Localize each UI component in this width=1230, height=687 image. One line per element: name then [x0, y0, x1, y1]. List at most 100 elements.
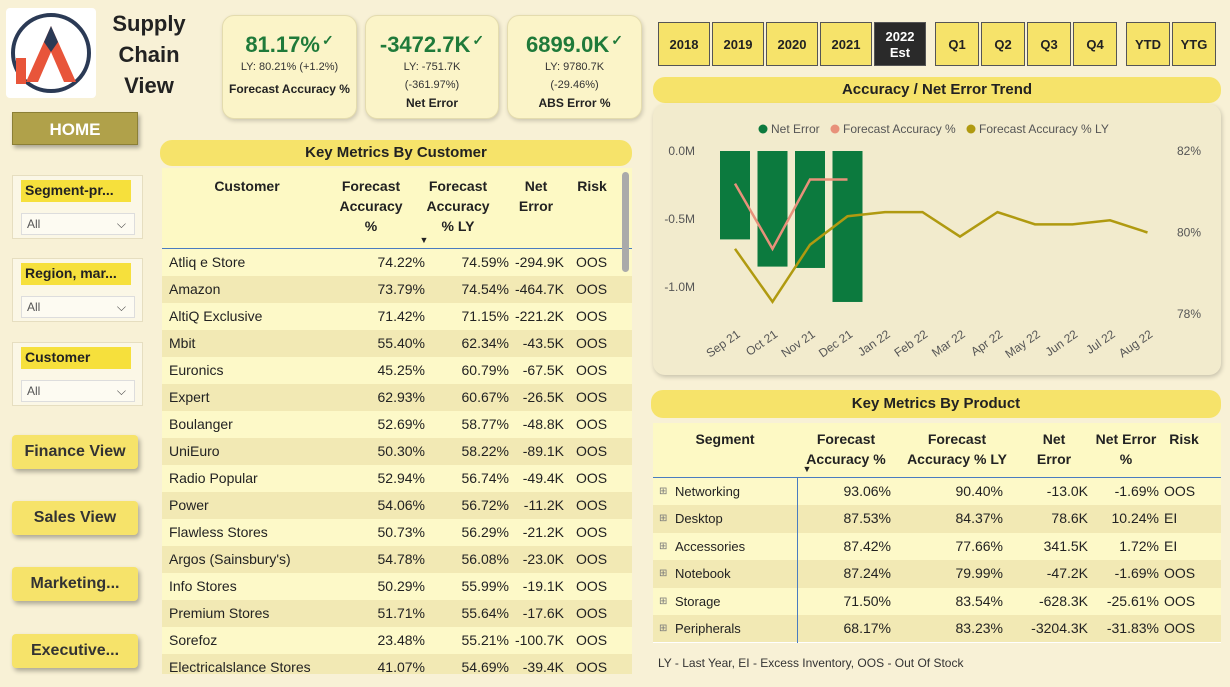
net-error-value: -100.7K — [514, 632, 564, 648]
table-row[interactable]: Argos (Sainsbury's) 54.78% 56.08% -23.0K OOS — [162, 546, 632, 573]
risk-value: OOS — [576, 308, 608, 324]
table-row[interactable]: ⊞ Networking 93.06% 90.40% -13.0K -1.69% OOS — [653, 478, 1221, 506]
col-risk[interactable]: Risk — [577, 178, 607, 194]
p-net-error-value: -628.3K — [1038, 592, 1088, 609]
chevron-down-icon: ⌵ — [116, 217, 126, 231]
forecast-accuracy-value: 50.73% — [377, 524, 425, 540]
expand-icon[interactable]: ⊞ — [659, 540, 668, 552]
expand-icon[interactable]: ⊞ — [659, 595, 668, 607]
expand-icon[interactable]: ⊞ — [659, 568, 668, 580]
home-button[interactable]: HOME — [12, 112, 138, 145]
table-row[interactable]: ⊞ Peripherals 68.17% 83.23% -3204.3K -31.83% O… — [653, 614, 1221, 643]
table-row[interactable]: Electricalslance Stores 41.07% 54.69% -39.4… — [162, 654, 632, 674]
forecast-accuracy-value: 23.48% — [377, 632, 425, 648]
table-row[interactable]: Info Stores 50.29% 55.99% -19.1K OOS — [162, 573, 632, 600]
forecast-accuracy-ly-value: 71.15% — [461, 308, 509, 324]
table-row[interactable]: Boulanger 52.69% 58.77% -48.8K OOS — [162, 411, 632, 438]
p-risk-value: OOS — [1164, 619, 1196, 636]
forecast-accuracy-ly-value: 56.08% — [461, 551, 509, 567]
sales-view-button[interactable]: Sales View — [12, 501, 138, 535]
ytg-button[interactable]: YTG — [1172, 22, 1216, 66]
expand-icon[interactable]: ⊞ — [659, 486, 668, 497]
forecast-accuracy-ly-value: 62.34% — [461, 335, 509, 351]
forecast-accuracy-ly-value: 54.69% — [461, 659, 509, 674]
chevron-down-icon: ⌵ — [116, 300, 126, 314]
region-dropdown[interactable]: All ⌵ — [21, 296, 135, 318]
risk-value: OOS — [576, 578, 608, 594]
table-row[interactable]: ⊞ Storage 71.50% 83.54% -628.3K -25.61% OOS — [653, 587, 1221, 615]
region-slicer[interactable]: Region, mar... All ⌵ — [12, 258, 143, 322]
risk-value: OOS — [576, 362, 608, 378]
legend-marker — [758, 124, 768, 134]
expand-icon[interactable]: ⊞ — [659, 622, 668, 634]
net-error-value: -43.5K — [522, 335, 564, 351]
table-row[interactable]: AltiQ Exclusive 71.42% 71.15% -221.2K OOS — [162, 303, 632, 330]
table-row[interactable]: Mbit 55.40% 62.34% -43.5K OOS — [162, 330, 632, 357]
col-net-error[interactable]: Net Error — [518, 178, 554, 214]
risk-value: OOS — [576, 389, 608, 405]
p-risk-value: OOS — [1164, 483, 1196, 499]
table-row[interactable]: Radio Popular 52.94% 56.74% -49.4K OOS — [162, 465, 632, 492]
segment-name: Desktop — [675, 511, 723, 527]
forecast-accuracy-value: 50.30% — [377, 443, 425, 459]
col-p-risk[interactable]: Risk — [1169, 431, 1199, 447]
trend-chart-svg: Net Error Forecast Accuracy % Forecast Acc… — [664, 122, 1201, 361]
y-left-tick: -1.0M — [664, 280, 695, 294]
table-row[interactable]: Euronics 45.25% 60.79% -67.5K OOS — [162, 357, 632, 384]
executive-view-button[interactable]: Executive... — [12, 634, 138, 668]
quarter-q3-button[interactable]: Q3 — [1027, 22, 1071, 66]
year-2020-button[interactable]: 2020 — [766, 22, 818, 66]
table-row[interactable]: UniEuro 50.30% 58.22% -89.1K OOS — [162, 438, 632, 465]
trend-section-title: Accuracy / Net Error Trend — [653, 77, 1221, 103]
year-2019-button[interactable]: 2019 — [712, 22, 764, 66]
year-2018-button[interactable]: 2018 — [658, 22, 710, 66]
col-forecast-accuracy[interactable]: Forecast Accuracy % — [339, 178, 403, 234]
net-error-value: -39.4K — [522, 659, 564, 674]
p-risk-value: OOS — [1164, 592, 1196, 609]
customer-name: Boulanger — [169, 416, 233, 432]
col-p-net-error[interactable]: Net Error — [1036, 431, 1072, 467]
table-row[interactable]: Sorefoz 23.48% 55.21% -100.7K OOS — [162, 627, 632, 654]
year-2021-button[interactable]: 2021 — [820, 22, 872, 66]
col-customer[interactable]: Customer — [214, 178, 280, 194]
customer-name: Power — [169, 497, 209, 513]
table-row[interactable]: ⊞ Accessories 87.42% 77.66% 341.5K 1.72% EI — [653, 532, 1221, 561]
segment-slicer[interactable]: Segment-pr... All ⌵ — [12, 175, 143, 239]
p-forecast-accuracy-ly-value: 84.37% — [955, 510, 1003, 527]
table-row[interactable]: Expert 62.93% 60.67% -26.5K OOS — [162, 384, 632, 411]
table-row[interactable]: Flawless Stores 50.73% 56.29% -21.2K OOS — [162, 519, 632, 546]
col-forecast-accuracy-ly[interactable]: Forecast Accuracy % LY — [426, 178, 490, 234]
finance-view-button[interactable]: Finance View — [12, 435, 138, 469]
col-p-forecast-accuracy[interactable]: Forecast Accuracy % — [806, 431, 886, 467]
segment-dropdown[interactable]: All ⌵ — [21, 213, 135, 235]
ytd-button[interactable]: YTD — [1126, 22, 1170, 66]
col-p-forecast-accuracy-ly[interactable]: Forecast Accuracy % LY — [907, 431, 1007, 467]
risk-value: OOS — [576, 605, 608, 621]
expand-icon[interactable]: ⊞ — [659, 513, 668, 525]
marketing-view-button[interactable]: Marketing... — [12, 567, 138, 601]
col-p-net-error-pct[interactable]: Net Error % — [1095, 431, 1157, 467]
forecast-accuracy-value: 54.78% — [377, 551, 425, 567]
table-row[interactable]: Power 54.06% 56.72% -11.2K OOS — [162, 492, 632, 519]
fa-line — [733, 178, 848, 252]
quarter-q4-button[interactable]: Q4 — [1073, 22, 1117, 66]
fa-ly-line — [733, 210, 1148, 304]
customer-table-scrollbar[interactable] — [622, 172, 629, 272]
x-tick-label: Jun 22 — [1043, 327, 1081, 359]
customer-name: Sorefoz — [169, 632, 218, 648]
quarter-q2-button[interactable]: Q2 — [981, 22, 1025, 66]
customer-slicer[interactable]: Customer All ⌵ — [12, 342, 143, 406]
year-2022-est-button[interactable]: 2022 Est — [874, 22, 926, 66]
col-segment[interactable]: Segment — [695, 431, 755, 447]
x-tick-label: May 22 — [1002, 327, 1043, 361]
table-row[interactable]: ⊞ Notebook 87.24% 79.99% -47.2K -1.69% OOS — [653, 560, 1221, 588]
customer-dropdown[interactable]: All ⌵ — [21, 380, 135, 402]
table-row[interactable]: Atliq e Store 74.22% 74.59% -294.9K OOS — [162, 249, 632, 276]
table-row[interactable]: ⊞ Desktop 87.53% 84.37% 78.6K 10.24% EI — [653, 505, 1221, 533]
net-error-value: -19.1K — [522, 578, 564, 594]
net-error-bar — [720, 151, 750, 240]
quarter-q1-button[interactable]: Q1 — [935, 22, 979, 66]
forecast-accuracy-value: 45.25% — [377, 362, 425, 378]
table-row[interactable]: Premium Stores 51.71% 55.64% -17.6K OOS — [162, 600, 632, 627]
table-row[interactable]: Amazon 73.79% 74.54% -464.7K OOS — [162, 276, 632, 303]
